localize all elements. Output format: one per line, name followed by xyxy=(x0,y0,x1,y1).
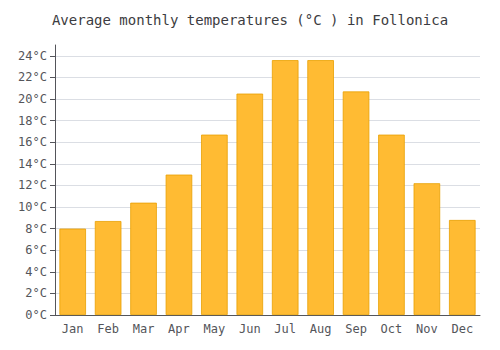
svg-text:Jul: Jul xyxy=(274,322,296,336)
svg-text:14°C: 14°C xyxy=(18,157,47,171)
svg-text:Apr: Apr xyxy=(168,322,190,336)
svg-text:12°C: 12°C xyxy=(18,178,47,192)
svg-text:Jan: Jan xyxy=(62,322,84,336)
svg-text:Sep: Sep xyxy=(345,322,367,336)
svg-text:16°C: 16°C xyxy=(18,135,47,149)
svg-text:Feb: Feb xyxy=(97,322,119,336)
svg-text:0°C: 0°C xyxy=(25,308,47,322)
svg-text:6°C: 6°C xyxy=(25,243,47,257)
svg-text:10°C: 10°C xyxy=(18,200,47,214)
svg-text:Average monthly temperatures (: Average monthly temperatures (°C ) in Fo… xyxy=(52,12,448,28)
svg-text:2°C: 2°C xyxy=(25,286,47,300)
svg-text:May: May xyxy=(204,322,226,336)
svg-text:20°C: 20°C xyxy=(18,92,47,106)
svg-text:Nov: Nov xyxy=(416,322,438,336)
svg-text:8°C: 8°C xyxy=(25,222,47,236)
svg-text:24°C: 24°C xyxy=(18,49,47,63)
svg-text:Jun: Jun xyxy=(239,322,261,336)
svg-text:4°C: 4°C xyxy=(25,265,47,279)
svg-text:Aug: Aug xyxy=(310,322,332,336)
svg-text:22°C: 22°C xyxy=(18,70,47,84)
svg-text:Dec: Dec xyxy=(451,322,473,336)
svg-text:Mar: Mar xyxy=(133,322,155,336)
svg-text:Oct: Oct xyxy=(381,322,403,336)
svg-text:18°C: 18°C xyxy=(18,114,47,128)
